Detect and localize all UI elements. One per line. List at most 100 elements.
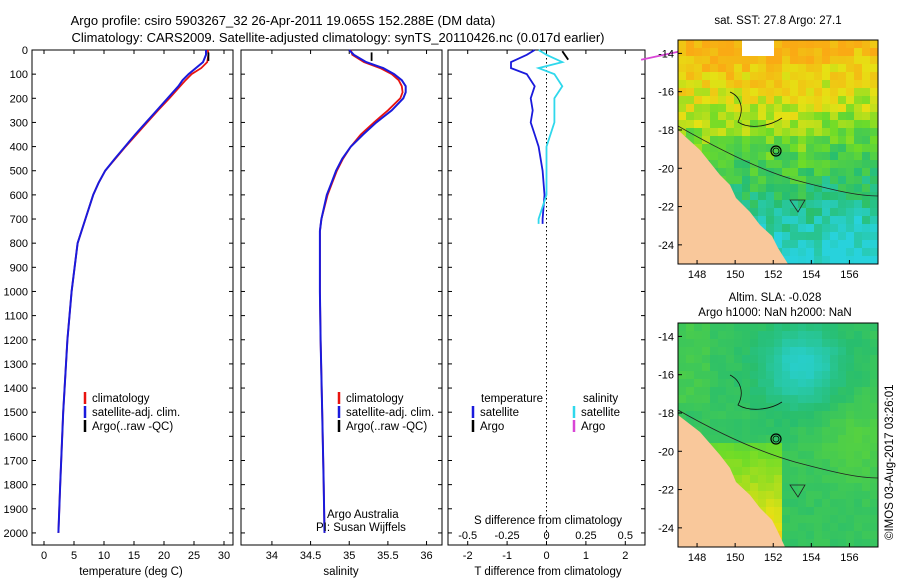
salinity-chart: 34 34.5 35 35.5 36	[241, 49, 442, 562]
map-cell	[798, 72, 807, 81]
map-cell	[790, 499, 799, 508]
map-cell	[814, 323, 823, 332]
map-cell	[814, 184, 823, 193]
map-x-tick-label: 154	[802, 552, 820, 564]
map-cell	[838, 120, 847, 129]
map-cell	[854, 411, 863, 420]
map-cell	[742, 184, 751, 193]
map-cell	[862, 411, 871, 420]
map-cell	[734, 387, 743, 396]
map-cell	[774, 435, 783, 444]
map-cell	[862, 331, 871, 340]
map-cell	[766, 128, 775, 137]
map-cell	[798, 176, 807, 185]
map-cell	[774, 56, 783, 65]
map-cell	[870, 96, 878, 105]
map-cell	[742, 72, 751, 81]
map-cell	[702, 96, 711, 105]
map-cell	[798, 539, 807, 547]
sla-map-ticks: 148 150 152 154 156 -14 -16 -18 -20 -22 -24	[658, 331, 859, 564]
map-cell	[702, 347, 711, 356]
map-cell	[846, 88, 855, 97]
map-cell	[862, 96, 871, 105]
map-cell	[814, 515, 823, 524]
map-cell	[742, 331, 751, 340]
map-cell	[870, 379, 878, 388]
map-cell	[870, 507, 878, 516]
map-cell	[726, 395, 735, 404]
map-cell	[742, 403, 751, 412]
map-cell	[870, 523, 878, 532]
map-cell	[862, 248, 871, 257]
map-cell	[814, 483, 823, 492]
map-cell	[750, 467, 759, 476]
map-cell	[686, 88, 695, 97]
diff-legend-sal-argo: Argo	[581, 421, 605, 433]
map-cell	[806, 168, 815, 177]
map-cell	[806, 80, 815, 89]
map-cell	[854, 531, 863, 540]
map-cell	[734, 120, 743, 129]
map-cell	[790, 355, 799, 364]
map-cell	[830, 323, 839, 332]
map-cell	[822, 64, 831, 73]
map-cell	[766, 152, 775, 161]
map-cell	[846, 240, 855, 249]
map-cell	[846, 248, 855, 257]
map-cell	[798, 411, 807, 420]
map-cell	[702, 339, 711, 348]
sst-map-frame	[677, 39, 879, 265]
map-cell	[758, 451, 767, 460]
map-y-tick-label: -14	[658, 331, 674, 343]
map-cell	[862, 224, 871, 233]
map-cell	[862, 40, 871, 49]
map-cell	[814, 168, 823, 177]
map-cell	[774, 112, 783, 121]
map-cell	[846, 475, 855, 484]
map-cell	[710, 435, 719, 444]
map-cell	[870, 80, 878, 89]
map-cell	[782, 355, 791, 364]
map-cell	[718, 80, 727, 89]
map-cell	[710, 144, 719, 153]
map-cell	[694, 371, 703, 380]
map-cell	[798, 523, 807, 532]
map-cell	[870, 168, 878, 177]
map-cell	[790, 184, 799, 193]
map-cell	[702, 64, 711, 73]
map-cell	[758, 411, 767, 420]
map-cell	[838, 96, 847, 105]
map-cell	[854, 104, 863, 113]
map-cell	[870, 515, 878, 524]
map-cell	[702, 40, 711, 49]
map-cell	[790, 419, 799, 428]
map-cell	[814, 216, 823, 225]
map-cell	[734, 371, 743, 380]
map-cell	[782, 531, 791, 540]
map-cell	[806, 507, 815, 516]
map-cell	[798, 347, 807, 356]
map-cell	[766, 176, 775, 185]
map-cell	[806, 323, 815, 332]
map-cell	[830, 459, 839, 468]
y-tick-label: 1400	[4, 383, 28, 395]
map-cell	[734, 459, 743, 468]
map-cell	[758, 331, 767, 340]
map-cell	[782, 72, 791, 81]
map-cell	[790, 144, 799, 153]
map-cell	[830, 248, 839, 257]
map-cell	[798, 323, 807, 332]
map-cell	[846, 80, 855, 89]
x-tick-label: -2	[463, 550, 473, 562]
map-cell	[702, 395, 711, 404]
map-cell	[798, 144, 807, 153]
map-cell	[782, 80, 791, 89]
map-cell	[734, 56, 743, 65]
map-cell	[710, 152, 719, 161]
x-tick-label: 0	[41, 550, 47, 562]
map-cell	[838, 72, 847, 81]
map-cell	[718, 355, 727, 364]
map-cell	[862, 128, 871, 137]
map-cell	[846, 387, 855, 396]
map-cell	[742, 347, 751, 356]
